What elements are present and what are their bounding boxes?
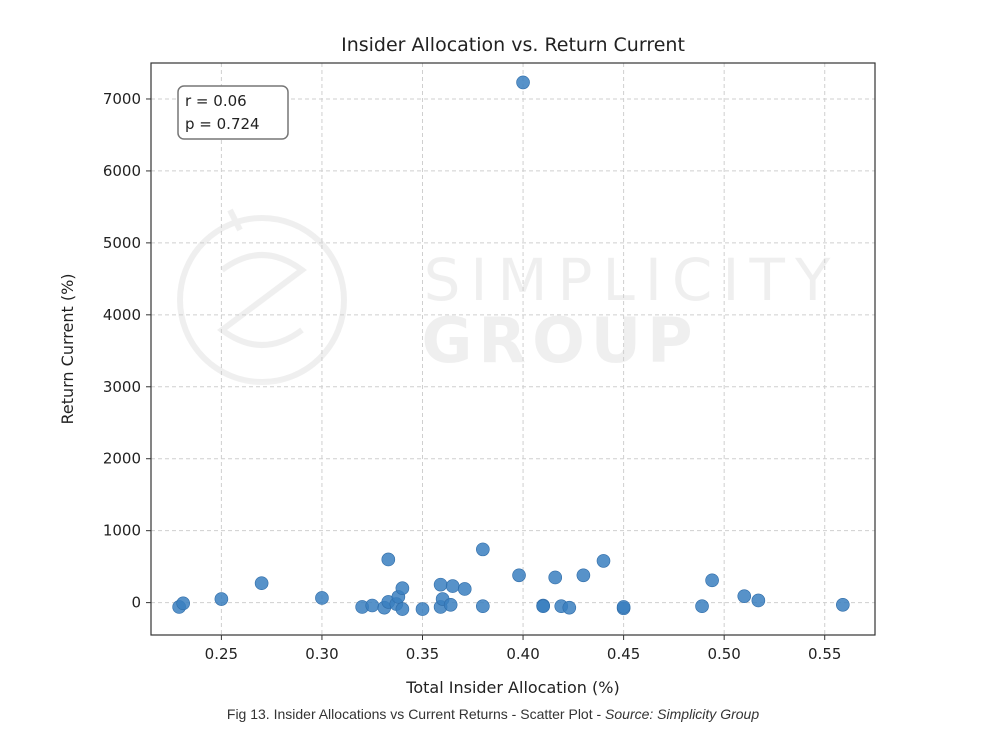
data-point: [365, 598, 380, 613]
y-tick-label: 1000: [103, 522, 141, 540]
data-point: [476, 542, 490, 557]
plot-frame: [150, 62, 876, 636]
data-points: [172, 75, 850, 616]
data-point: [476, 599, 490, 614]
data-point: [176, 596, 190, 611]
y-axis-ticks: 0 1000 2000 3000 4000 5000 6000 7000: [103, 90, 151, 612]
y-tick-label: 6000: [103, 162, 141, 180]
data-point: [548, 570, 563, 585]
x-tick-label: 0.45: [607, 645, 640, 663]
data-point: [516, 75, 530, 90]
x-tick-label: 0.40: [506, 645, 539, 663]
watermark-logo: [177, 208, 347, 385]
data-point: [512, 568, 526, 583]
x-tick-label: 0.50: [707, 645, 740, 663]
data-point: [751, 593, 766, 608]
data-point: [536, 599, 550, 614]
y-tick-label: 5000: [103, 234, 141, 252]
data-point: [562, 600, 577, 615]
data-point: [381, 552, 396, 567]
watermark-line1: SIMPLICITY: [424, 246, 841, 314]
scatter-chart: SIMPLICITY GROUP Insider Allocation vs. …: [58, 34, 876, 697]
data-point: [254, 576, 269, 590]
data-point: [616, 600, 631, 614]
chart-title: Insider Allocation vs. Return Current: [341, 34, 685, 56]
data-point: [836, 597, 850, 612]
data-point: [214, 592, 229, 606]
data-point: [705, 573, 719, 588]
watermark-line2: GROUP: [421, 304, 698, 377]
data-point: [445, 579, 460, 593]
data-point: [415, 602, 430, 616]
stats-p-value: p = 0.724: [185, 115, 260, 133]
data-point: [443, 597, 458, 612]
data-point: [395, 581, 410, 596]
stats-box: [177, 85, 289, 140]
data-point: [737, 589, 752, 603]
x-tick-label: 0.25: [205, 645, 238, 663]
figure-caption: Fig 13. Insider Allocations vs Current R…: [0, 706, 986, 722]
data-point: [576, 568, 591, 583]
caption-text: Fig 13. Insider Allocations vs Current R…: [226, 706, 606, 722]
y-tick-label: 2000: [103, 450, 141, 468]
data-point: [315, 591, 329, 605]
x-axis-ticks: 0.25 0.30 0.35 0.40 0.45 0.50 0.55: [205, 635, 841, 663]
x-tick-label: 0.35: [406, 645, 439, 663]
stats-r-value: r = 0.06: [185, 92, 247, 110]
data-point: [433, 577, 448, 592]
y-axis-label: Return Current (%): [58, 273, 77, 424]
data-point: [457, 582, 472, 596]
data-point: [596, 554, 611, 568]
x-tick-label: 0.55: [808, 645, 841, 663]
stats-annotation: r = 0.06 p = 0.724: [177, 85, 289, 140]
y-tick-label: 0: [131, 594, 141, 612]
y-tick-label: 3000: [103, 378, 141, 396]
data-point: [395, 602, 410, 616]
y-tick-label: 7000: [103, 90, 141, 108]
x-axis-label: Total Insider Allocation (%): [405, 678, 619, 697]
caption-source: Source: Simplicity Group: [605, 706, 760, 722]
x-tick-label: 0.30: [305, 645, 338, 663]
y-tick-label: 4000: [103, 306, 141, 324]
data-point: [695, 599, 709, 614]
